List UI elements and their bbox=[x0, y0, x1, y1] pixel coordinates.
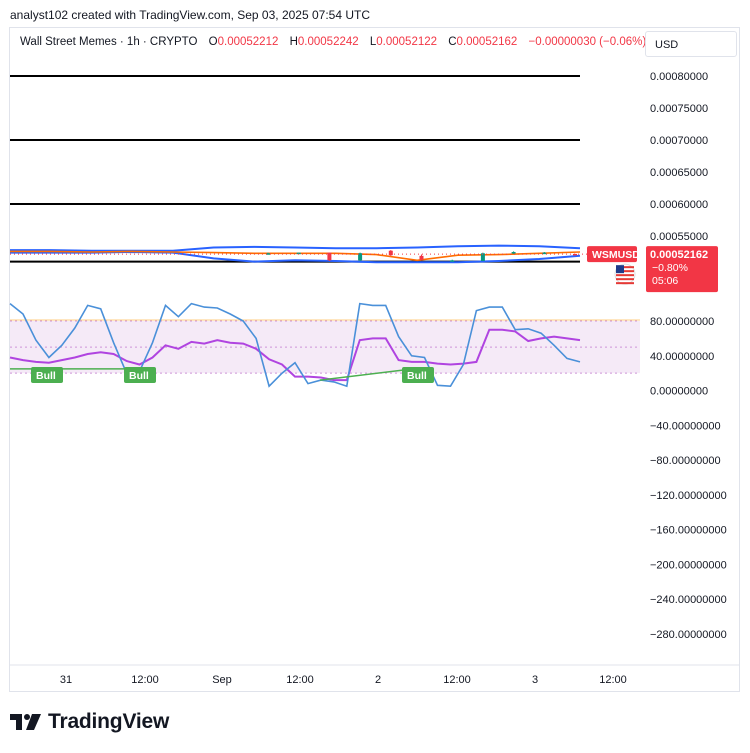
open-label: O bbox=[208, 36, 218, 48]
us-flag-stripe bbox=[616, 274, 634, 277]
price-tag-value: 0.00052162 bbox=[650, 249, 708, 261]
candle-body bbox=[296, 252, 301, 255]
bull-label bbox=[402, 367, 434, 383]
time-axis-label: 12:00 bbox=[131, 674, 159, 686]
price-tag-change: −0.80% bbox=[652, 262, 688, 274]
time-axis-label: 12:00 bbox=[443, 674, 471, 686]
time-axis-label: Sep bbox=[212, 674, 232, 686]
oscillator-axis-label: −280.00000000 bbox=[650, 629, 727, 641]
price-axis-label: 0.00075000 bbox=[650, 103, 708, 115]
candle-body bbox=[266, 253, 270, 255]
us-flag-stripe bbox=[616, 266, 634, 269]
close-label: C bbox=[448, 36, 457, 48]
price-axis-label: 0.00080000 bbox=[650, 71, 708, 83]
oscillator-axis-label: −120.00000000 bbox=[650, 490, 727, 502]
tradingview-logo-icon bbox=[10, 714, 41, 730]
close-value: 0.00052162 bbox=[456, 36, 518, 48]
us-flag-stripe bbox=[616, 282, 634, 285]
candle-body bbox=[511, 252, 516, 254]
candle-body bbox=[573, 253, 577, 256]
oscillator-axis-label: 0.00000000 bbox=[650, 386, 708, 398]
chart-frame[interactable] bbox=[9, 27, 740, 692]
footer-brand: TradingView bbox=[10, 710, 169, 734]
attribution: analyst102 created with TradingView.com,… bbox=[10, 8, 370, 22]
candle-body bbox=[388, 250, 393, 256]
us-flag-stripe bbox=[616, 270, 634, 273]
brand-name: TradingView bbox=[48, 710, 170, 733]
oscillator-axis-label: −200.00000000 bbox=[650, 559, 727, 571]
bull-label bbox=[31, 367, 63, 383]
bull-label-text: Bull bbox=[407, 370, 427, 382]
low-value: 0.00052122 bbox=[376, 36, 438, 48]
oscillator-axis-label: −40.00000000 bbox=[650, 420, 721, 432]
time-axis-label: 12:00 bbox=[599, 674, 627, 686]
stochastic-line bbox=[9, 302, 581, 388]
ticker-tag bbox=[587, 246, 637, 263]
bull-label bbox=[124, 367, 156, 383]
rsi-line bbox=[9, 328, 581, 382]
oscillator-axis-label: −160.00000000 bbox=[650, 525, 727, 537]
candle-body bbox=[419, 255, 424, 260]
candle-body bbox=[327, 252, 332, 261]
bollinger-upper-line bbox=[10, 244, 581, 252]
bollinger-basis-line bbox=[10, 250, 581, 262]
candle-body bbox=[358, 253, 363, 261]
candle-body bbox=[480, 253, 485, 261]
currency-selector[interactable]: USD bbox=[645, 31, 737, 57]
time-axis-label: 12:00 bbox=[286, 674, 314, 686]
time-axis-label: 3 bbox=[532, 674, 538, 686]
price-tag-countdown: 05:06 bbox=[652, 275, 678, 287]
bull-label-text: Bull bbox=[36, 370, 56, 382]
open-value: 0.00052212 bbox=[217, 36, 279, 48]
oscillator-axis-label: −80.00000000 bbox=[650, 455, 721, 467]
change-value: −0.00000030 (−0.06%) bbox=[528, 36, 647, 48]
price-tag bbox=[646, 246, 718, 293]
ohlc-legend: Wall Street Memes · 1h · CRYPTO O0.00052… bbox=[20, 36, 654, 48]
bull-label-text: Bull bbox=[129, 370, 149, 382]
time-axis-label: 2 bbox=[375, 674, 381, 686]
low-label: L bbox=[369, 36, 377, 48]
ticker-tag-label: WSMUSD bbox=[592, 249, 640, 261]
candle-body bbox=[450, 260, 455, 262]
chart-canvas[interactable]: 0.00080000 0.00075000 0.00070000 0.00065000… bbox=[0, 0, 750, 700]
price-axis-label: 0.00070000 bbox=[650, 135, 708, 147]
oscillator-axis-label: −240.00000000 bbox=[650, 594, 727, 606]
oscillator-axis-label: 80.00000000 bbox=[650, 316, 714, 328]
time-axis-label: 31 bbox=[60, 674, 72, 686]
oscillator-axis-label: 40.00000000 bbox=[650, 351, 714, 363]
candle-body bbox=[542, 252, 547, 255]
price-axis-label: 0.00060000 bbox=[650, 199, 708, 211]
high-value: 0.00052242 bbox=[297, 36, 359, 48]
us-flag-stripe bbox=[616, 278, 634, 281]
price-axis-label: 0.00055000 bbox=[650, 231, 708, 243]
high-label: H bbox=[289, 36, 298, 48]
symbol-title[interactable]: Wall Street Memes · 1h · CRYPTO bbox=[20, 36, 198, 48]
us-flag-canton bbox=[616, 265, 624, 274]
price-axis-label: 0.00065000 bbox=[650, 167, 708, 179]
